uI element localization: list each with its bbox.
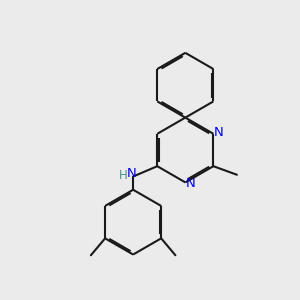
Text: N: N <box>214 126 224 139</box>
Text: N: N <box>127 167 136 180</box>
Text: N: N <box>186 177 196 190</box>
Text: H: H <box>118 169 127 182</box>
